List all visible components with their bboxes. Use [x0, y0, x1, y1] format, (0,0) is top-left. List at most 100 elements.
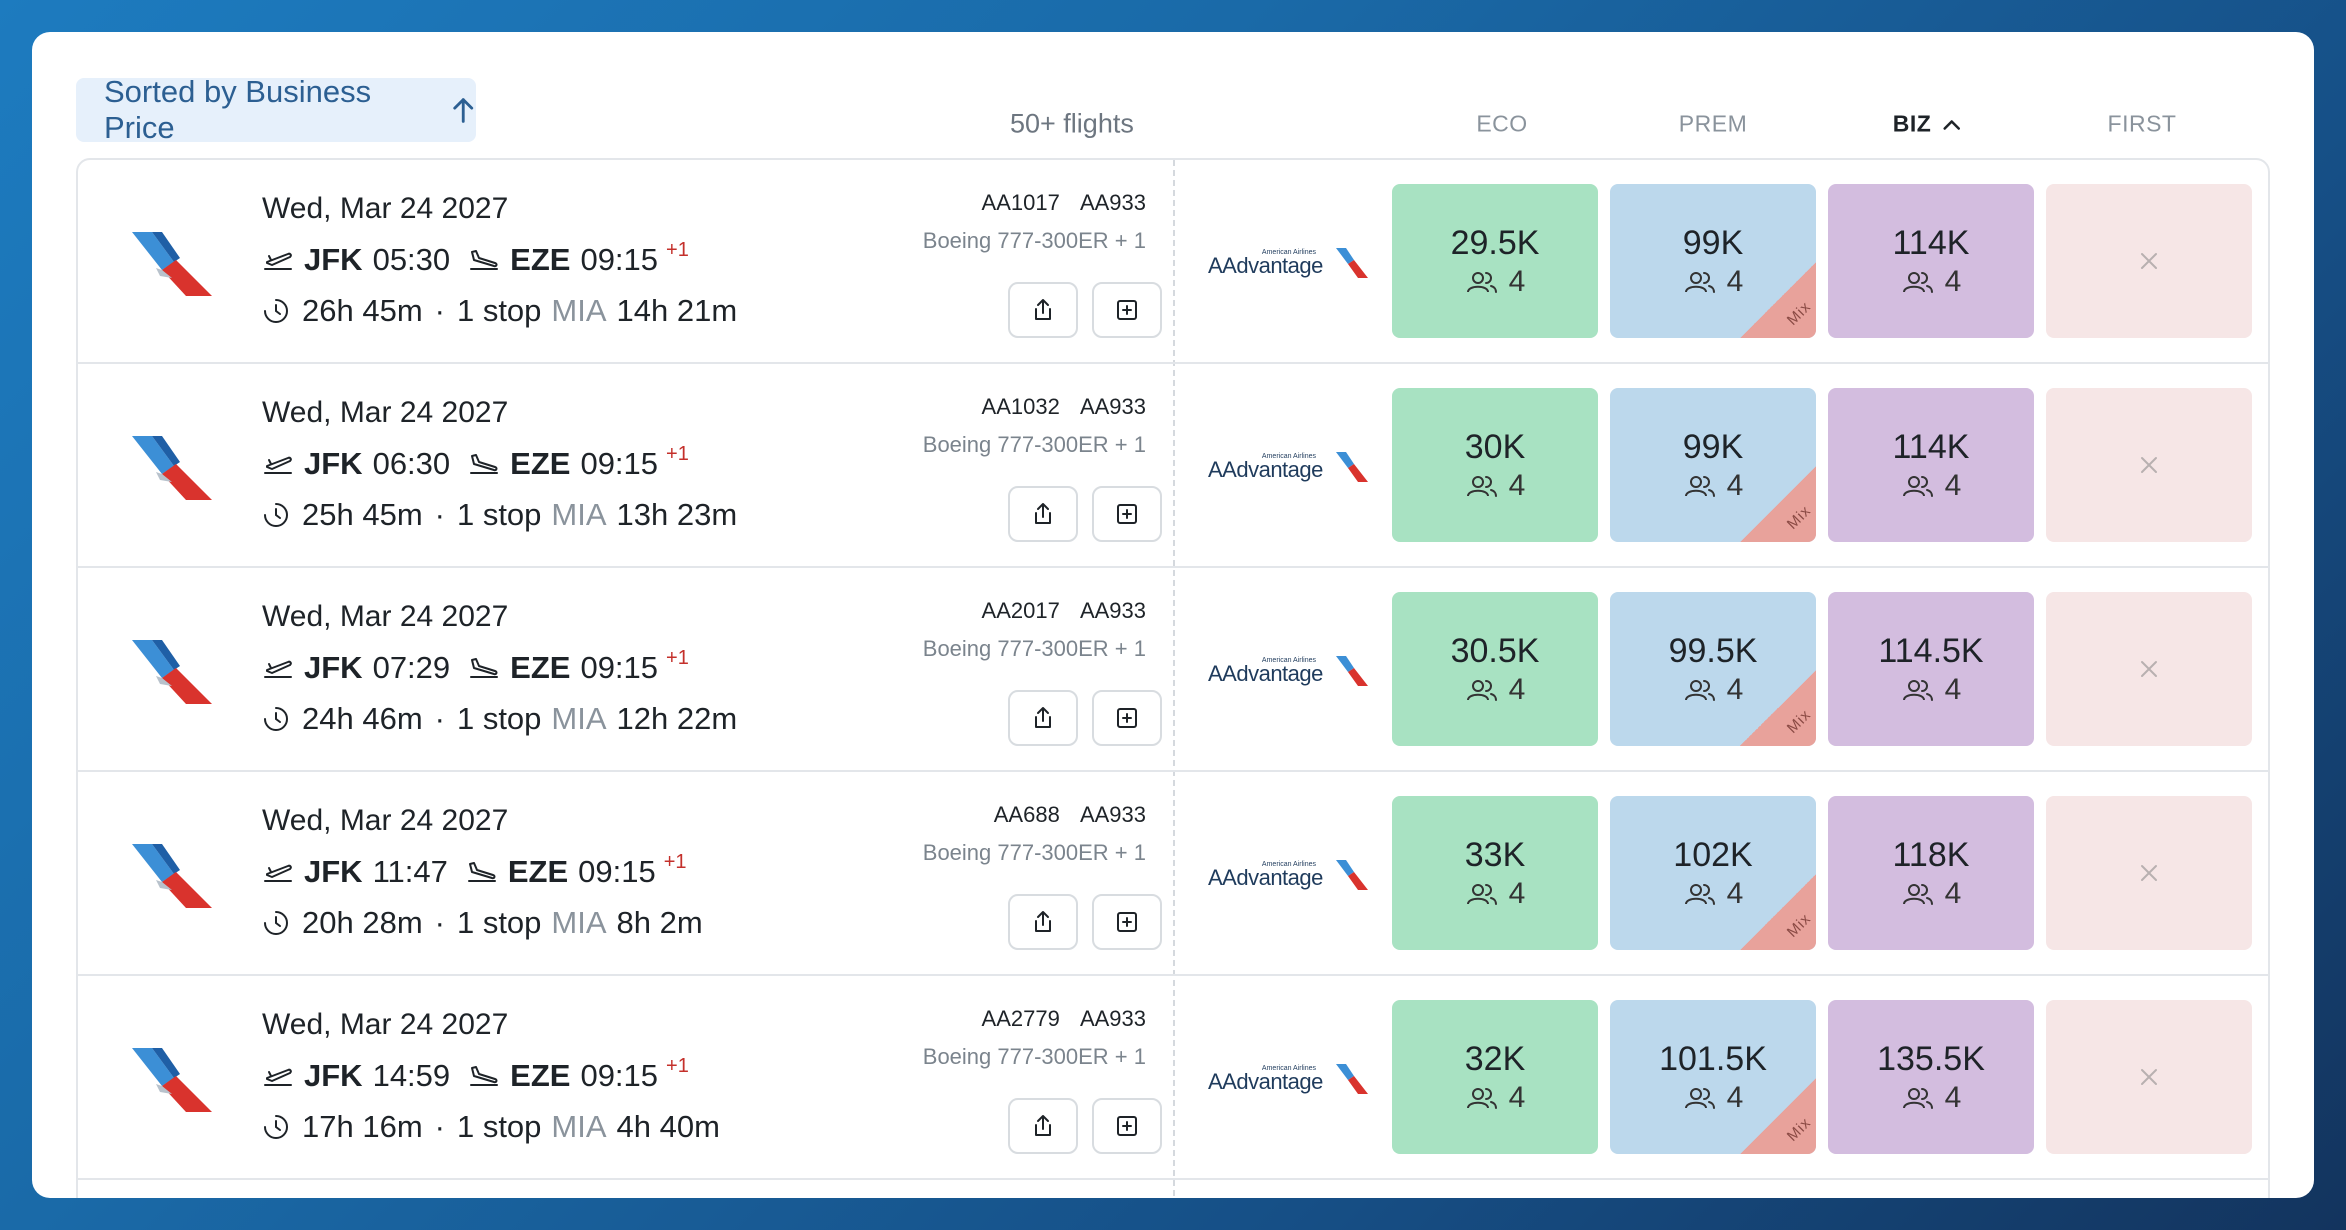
seat-count: 4: [1508, 264, 1526, 298]
flight-row[interactable]: Wed, Mar 24 2027 JFK 14:59 EZE 09:15 +1 …: [78, 976, 2268, 1180]
seat-count: 4: [1508, 468, 1526, 502]
fare-price: 33K: [1464, 835, 1526, 874]
flight-row[interactable]: Wed, Mar 24 2027 JFK 07:29 EZE 09:15 +1 …: [78, 568, 2268, 772]
add-button[interactable]: [1092, 690, 1162, 746]
destination-code: EZE: [510, 446, 571, 481]
mix-label: Mix: [1783, 910, 1815, 941]
prem-fare-cell[interactable]: 99K 4 Mix: [1610, 388, 1816, 542]
mix-label: Mix: [1783, 706, 1815, 737]
svg-text:American Airlines: American Airlines: [1262, 657, 1317, 664]
route-line: JFK 14:59 EZE 09:15 +1: [262, 1055, 689, 1094]
fare-price: 30.5K: [1450, 631, 1540, 670]
mix-cabin-badge: Mix: [1740, 670, 1816, 746]
clock-icon: [264, 299, 288, 323]
seat-count: 4: [1508, 876, 1526, 910]
layover-duration: 12h 22m: [616, 701, 738, 736]
biz-fare-cell[interactable]: 135.5K 4: [1828, 1000, 2034, 1154]
users-icon: [1466, 271, 1497, 293]
seat-availability: 4: [1901, 469, 1961, 503]
eco-fare-cell[interactable]: 30.5K 4: [1392, 592, 1598, 746]
seat-availability: 4: [1901, 673, 1961, 707]
flight-number-2: AA933: [1079, 598, 1146, 623]
seat-count: 4: [1726, 468, 1744, 502]
mix-label: Mix: [1783, 298, 1815, 329]
landing-icon: [470, 658, 499, 678]
share-button[interactable]: [1008, 486, 1078, 542]
flight-numbers: AA1017 AA933: [982, 190, 1146, 216]
biz-fare-cell[interactable]: 114K 4: [1828, 388, 2034, 542]
eco-fare-cell[interactable]: 30K 4: [1392, 388, 1598, 542]
svg-text:AAdvantage: AAdvantage: [1208, 661, 1323, 686]
american-airlines-logo: [132, 844, 212, 908]
eco-fare-cell[interactable]: 33K 4: [1392, 796, 1598, 950]
add-button[interactable]: [1092, 486, 1162, 542]
seat-availability: 4: [1465, 264, 1526, 299]
mix-label: Mix: [1783, 502, 1815, 533]
layover-airport: MIA: [551, 905, 607, 940]
fare-price: 29.5K: [1450, 223, 1540, 262]
route-line: JFK 07:29 EZE 09:15 +1: [262, 647, 689, 686]
prem-fare-cell[interactable]: 101.5K 4 Mix: [1610, 1000, 1816, 1154]
aadvantage-logo: American Airlines AAdvantage: [1208, 248, 1368, 278]
column-eco[interactable]: ECO: [1476, 110, 1528, 137]
users-icon: [1684, 883, 1715, 905]
share-button[interactable]: [1008, 690, 1078, 746]
add-icon: [1117, 504, 1137, 524]
add-button[interactable]: [1092, 282, 1162, 338]
chevron-up-icon: [1943, 119, 1960, 130]
add-button[interactable]: [1092, 1098, 1162, 1154]
flight-date: Wed, Mar 24 2027: [262, 192, 509, 225]
layover-duration: 4h 40m: [616, 1109, 720, 1144]
aadvantage-logo: American Airlines AAdvantage: [1208, 656, 1368, 686]
flight-date: Wed, Mar 24 2027: [262, 1008, 509, 1041]
flight-row[interactable]: Wed, Mar 24 2027 JFK 05:30 EZE 09:15 +1 …: [78, 160, 2268, 364]
seat-availability: 4: [1683, 1081, 1743, 1115]
flight-row[interactable]: Wed, Mar 24 2027 JFK 11:47 EZE 09:15 +1 …: [78, 772, 2268, 976]
total-duration: 25h 45m: [302, 497, 423, 532]
fare-price: 101.5K: [1659, 1039, 1767, 1078]
duration-line: 24h 46m · 1 stop MIA 12h 22m: [262, 701, 737, 737]
share-button[interactable]: [1008, 282, 1078, 338]
biz-fare-cell[interactable]: 114K 4: [1828, 184, 2034, 338]
prem-fare-cell[interactable]: 99.5K 4 Mix: [1610, 592, 1816, 746]
biz-fare-cell[interactable]: 118K 4: [1828, 796, 2034, 950]
duration-line: 26h 45m · 1 stop MIA 14h 21m: [262, 293, 737, 329]
column-prem[interactable]: PREM: [1678, 110, 1748, 137]
layover-duration: 14h 21m: [616, 293, 738, 328]
flight-date: Wed, Mar 24 2027: [262, 600, 509, 633]
flight-list: Wed, Mar 24 2027 JFK 05:30 EZE 09:15 +1 …: [76, 158, 2270, 1198]
seat-availability: 4: [1683, 265, 1743, 299]
column-biz[interactable]: BIZ: [1893, 111, 1962, 138]
seat-availability: 4: [1465, 673, 1525, 707]
departure-time: 14:59: [372, 1058, 451, 1093]
prem-fare-cell[interactable]: 99K 4 Mix: [1610, 184, 1816, 338]
first-fare-cell: [2046, 796, 2252, 950]
aircraft-type: Boeing 777-300ER + 1: [922, 636, 1146, 661]
column-first[interactable]: FIRST: [2107, 110, 2177, 137]
users-icon: [1466, 679, 1497, 701]
sort-button[interactable]: Sorted by Business Price: [76, 74, 476, 145]
share-button[interactable]: [1008, 894, 1078, 950]
origin-code: JFK: [304, 446, 363, 481]
destination-code: EZE: [510, 1058, 571, 1093]
eco-fare-cell[interactable]: 32K 4: [1392, 1000, 1598, 1154]
origin-code: JFK: [304, 242, 363, 277]
aircraft-type: Boeing 777-300ER + 1: [922, 840, 1146, 865]
total-duration: 26h 45m: [302, 293, 423, 328]
day-offset: +1: [666, 442, 689, 465]
close-icon: [2141, 457, 2157, 473]
eco-fare-cell[interactable]: 29.5K 4: [1392, 184, 1598, 338]
sort-label: Sorted by Business Price: [104, 74, 372, 145]
biz-fare-cell[interactable]: 114.5K 4: [1828, 592, 2034, 746]
clock-icon: [264, 707, 288, 731]
add-button[interactable]: [1092, 894, 1162, 950]
stop-count: 1 stop: [456, 905, 542, 940]
destination-code: EZE: [507, 854, 569, 889]
results-toolbar: Sorted by Business Price 50+ flights ECO…: [32, 32, 2314, 190]
add-icon: [1117, 1116, 1137, 1136]
prem-fare-cell[interactable]: 102K 4 Mix: [1610, 796, 1816, 950]
total-duration: 24h 46m: [302, 701, 423, 736]
separator-dot: ·: [434, 905, 445, 940]
share-button[interactable]: [1008, 1098, 1078, 1154]
flight-row[interactable]: Wed, Mar 24 2027 JFK 06:30 EZE 09:15 +1 …: [78, 364, 2268, 568]
